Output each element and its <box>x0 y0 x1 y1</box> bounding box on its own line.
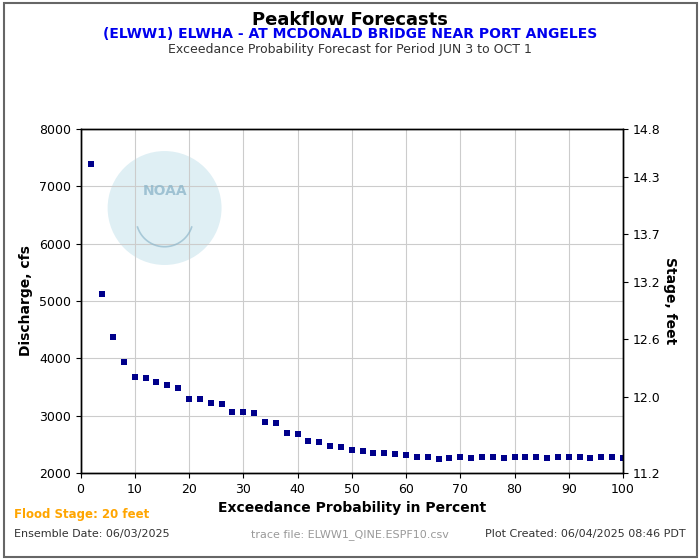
Text: trace file: ELWW1_QINE.ESPF10.csv: trace file: ELWW1_QINE.ESPF10.csv <box>251 529 449 540</box>
Ellipse shape <box>108 151 221 265</box>
Y-axis label: Discharge, cfs: Discharge, cfs <box>19 246 33 356</box>
Y-axis label: Stage, feet: Stage, feet <box>663 258 677 344</box>
Text: Flood Stage: 20 feet: Flood Stage: 20 feet <box>14 508 149 521</box>
Text: NOAA: NOAA <box>142 184 187 198</box>
Text: (ELWW1) ELWHA - AT MCDONALD BRIDGE NEAR PORT ANGELES: (ELWW1) ELWHA - AT MCDONALD BRIDGE NEAR … <box>103 27 597 41</box>
Text: Ensemble Date: 06/03/2025: Ensemble Date: 06/03/2025 <box>14 529 169 539</box>
Text: Plot Created: 06/04/2025 08:46 PDT: Plot Created: 06/04/2025 08:46 PDT <box>485 529 686 539</box>
Text: Peakflow Forecasts: Peakflow Forecasts <box>252 11 448 29</box>
X-axis label: Exceedance Probability in Percent: Exceedance Probability in Percent <box>218 501 486 515</box>
Text: Exceedance Probability Forecast for Period JUN 3 to OCT 1: Exceedance Probability Forecast for Peri… <box>168 43 532 55</box>
